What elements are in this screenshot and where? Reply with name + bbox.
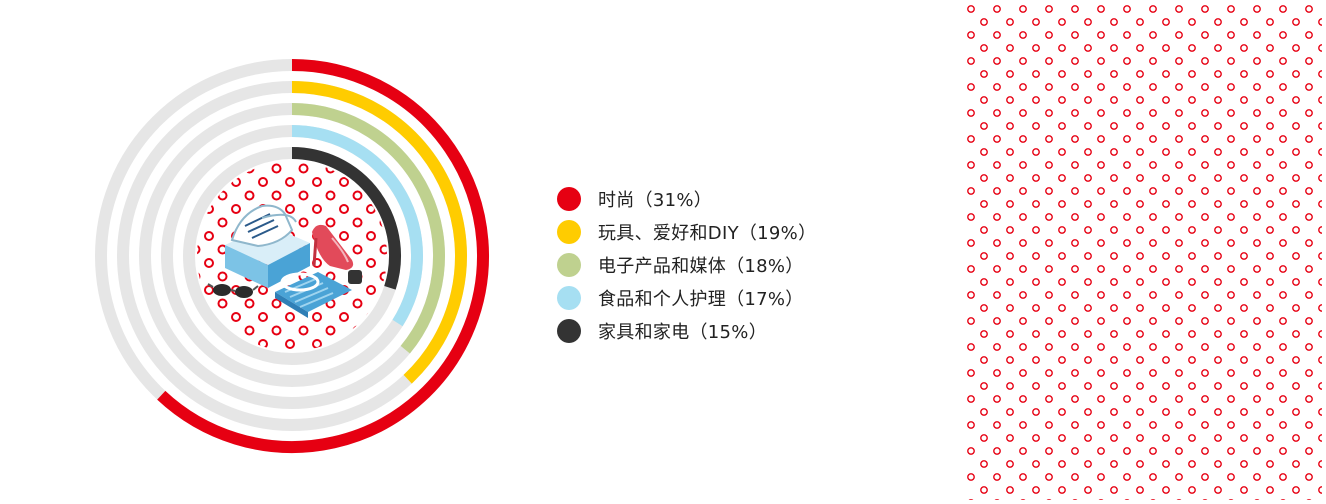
ring-bar <box>157 59 489 453</box>
legend: 时尚（31%） 玩具、爱好和DIY（19%） 电子产品和媒体（18%） 食品和个… <box>557 182 816 347</box>
legend-swatch <box>557 318 581 343</box>
legend-swatch <box>557 285 581 310</box>
legend-swatch <box>557 252 581 277</box>
ring-bar <box>291 125 423 327</box>
legend-item: 玩具、爱好和DIY（19%） <box>557 215 816 248</box>
legend-item: 食品和个人护理（17%） <box>557 281 816 314</box>
legend-label: 玩具、爱好和DIY（19%） <box>598 222 817 244</box>
fashion-items-illustration <box>207 204 362 318</box>
dot-pattern-panel <box>966 4 1322 500</box>
ring-bar <box>291 147 401 290</box>
legend-item: 电子产品和媒体（18%） <box>557 248 816 281</box>
legend-label: 电子产品和媒体（18%） <box>598 255 804 277</box>
legend-swatch <box>557 219 581 244</box>
legend-label: 食品和个人护理（17%） <box>598 288 804 310</box>
legend-item: 家具和家电（15%） <box>557 314 816 347</box>
legend-label: 时尚（31%） <box>598 189 713 211</box>
legend-item: 时尚（31%） <box>557 182 816 215</box>
ring-bar <box>291 103 445 354</box>
ring-bar <box>291 81 468 384</box>
legend-label: 家具和家电（15%） <box>598 321 768 343</box>
legend-swatch <box>557 186 581 211</box>
ring-bars <box>157 59 489 453</box>
